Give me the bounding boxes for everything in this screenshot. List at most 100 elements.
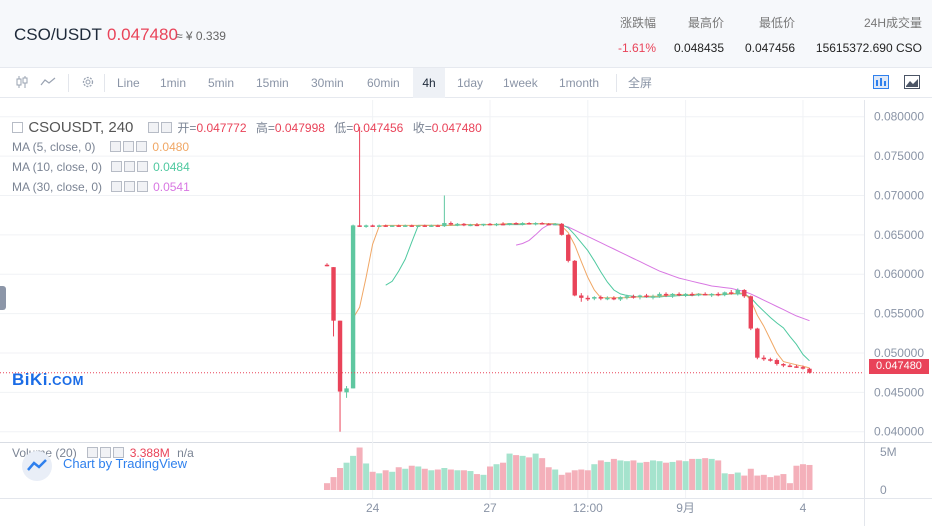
x-tick-label: 27 xyxy=(483,501,497,515)
eye-icon[interactable] xyxy=(148,122,160,133)
close-icon[interactable] xyxy=(113,447,125,458)
eye-icon[interactable] xyxy=(87,447,99,458)
volume-bar xyxy=(623,461,630,490)
eye-icon[interactable] xyxy=(110,181,122,192)
gear-icon[interactable] xyxy=(161,122,173,133)
volume-bar xyxy=(552,469,559,490)
ma30-value: 0.0541 xyxy=(153,180,190,194)
volume-bar xyxy=(617,460,624,490)
volume-bar xyxy=(460,470,467,490)
ticker-bar: CSO/USDT 0.047480 ≈ ¥ 0.339 涨跌幅 -1.61% 最… xyxy=(0,0,932,68)
volume-bar xyxy=(324,483,330,490)
volume-bar xyxy=(741,475,748,490)
interval-1min[interactable]: 1min xyxy=(160,76,187,90)
volume-tick-label: 5M xyxy=(880,445,897,459)
collapse-legend-icon[interactable] xyxy=(12,122,23,133)
candle-body xyxy=(631,296,636,298)
price-chart[interactable]: 0.080000 0.075000 0.070000 0.065000 0.060000… xyxy=(0,100,932,526)
close-label: 收= xyxy=(412,121,432,135)
candle-body xyxy=(800,367,806,369)
interval-4h[interactable]: 4h xyxy=(413,68,445,98)
fullscreen-button[interactable]: 全屏 xyxy=(628,76,653,90)
volume-bar xyxy=(708,458,715,490)
volume-bar xyxy=(571,470,578,490)
volume-bar xyxy=(643,461,650,490)
volume-bar xyxy=(539,458,546,490)
volume-bar xyxy=(650,460,656,490)
close-icon[interactable] xyxy=(136,141,148,152)
tradingview-logo[interactable] xyxy=(22,451,52,481)
candle-body xyxy=(722,292,727,295)
interval-5min[interactable]: 5min xyxy=(208,76,235,90)
volume-bar xyxy=(682,461,689,490)
chart-background xyxy=(0,100,932,526)
volume-bar xyxy=(402,468,409,490)
candle-body xyxy=(520,223,525,225)
close-icon[interactable] xyxy=(136,181,148,192)
candle-body xyxy=(702,293,708,296)
open-label: 开= xyxy=(177,121,197,135)
close-icon[interactable] xyxy=(136,161,148,172)
y-tick-label: 0.045000 xyxy=(874,385,924,399)
interval-1day[interactable]: 1day xyxy=(457,76,484,90)
gear-icon[interactable] xyxy=(123,141,135,152)
gear-icon[interactable] xyxy=(123,181,135,192)
interval-1month[interactable]: 1month xyxy=(559,76,600,90)
candle-body xyxy=(409,225,414,227)
interval-15min[interactable]: 15min xyxy=(256,76,289,90)
volume-bar xyxy=(343,462,350,490)
drawing-panel-handle[interactable] xyxy=(0,286,6,310)
candle-body xyxy=(689,293,695,296)
eye-icon[interactable] xyxy=(110,141,122,152)
candles-icon[interactable] xyxy=(14,75,30,91)
interval-1week[interactable]: 1week xyxy=(503,76,538,90)
volume-bar xyxy=(558,474,565,490)
volume-bar xyxy=(389,471,396,490)
volume-bar xyxy=(689,458,696,490)
candle-body xyxy=(663,293,669,296)
y-tick-label: 0.075000 xyxy=(874,149,924,163)
volume-bar xyxy=(506,453,513,490)
pair-name[interactable]: CSO/USDT xyxy=(14,25,102,44)
volume-bar xyxy=(356,447,363,490)
volume-bar xyxy=(591,464,598,490)
candle-body xyxy=(494,223,499,226)
volume-bar xyxy=(493,464,500,490)
open-value: 0.047772 xyxy=(196,121,247,135)
volume-bar xyxy=(376,473,383,490)
candle-body xyxy=(513,223,519,225)
low-value: 0.047456 xyxy=(353,121,404,135)
candle-body xyxy=(624,296,630,298)
interval-30min[interactable]: 30min xyxy=(311,76,344,90)
candle-body xyxy=(644,295,649,298)
candle-body xyxy=(618,297,623,300)
interval-60min[interactable]: 60min xyxy=(367,76,400,90)
toolbar-divider xyxy=(68,74,69,92)
volume-bar xyxy=(363,463,370,490)
eye-icon[interactable] xyxy=(110,161,122,172)
volume-bar xyxy=(350,455,357,490)
x-tick-label: 12:00 xyxy=(573,501,603,515)
candle-body xyxy=(637,295,643,298)
volume-bar xyxy=(604,461,611,490)
candle-body xyxy=(350,225,356,389)
gear-icon[interactable] xyxy=(123,161,135,172)
volume-bar xyxy=(747,468,754,490)
candle-body xyxy=(650,296,656,298)
candle-body xyxy=(546,223,551,226)
volume-bar xyxy=(500,462,507,490)
interval-line[interactable]: Line xyxy=(117,76,140,90)
tradingview-attribution[interactable]: Chart by TradingView xyxy=(63,456,188,471)
x-tick-label: 24 xyxy=(366,501,380,515)
low-label: 低= xyxy=(334,121,354,135)
gear-icon[interactable] xyxy=(80,75,96,91)
candle-body xyxy=(716,293,721,296)
line-style-icon[interactable] xyxy=(40,75,56,91)
gear-icon[interactable] xyxy=(100,447,112,458)
candle-body xyxy=(539,223,545,225)
indicators-icon[interactable] xyxy=(873,75,889,89)
volume-bar xyxy=(532,453,539,490)
stat-value: 0.048435 xyxy=(673,41,724,55)
chart-image-icon[interactable] xyxy=(904,75,920,89)
candle-body xyxy=(787,365,793,368)
